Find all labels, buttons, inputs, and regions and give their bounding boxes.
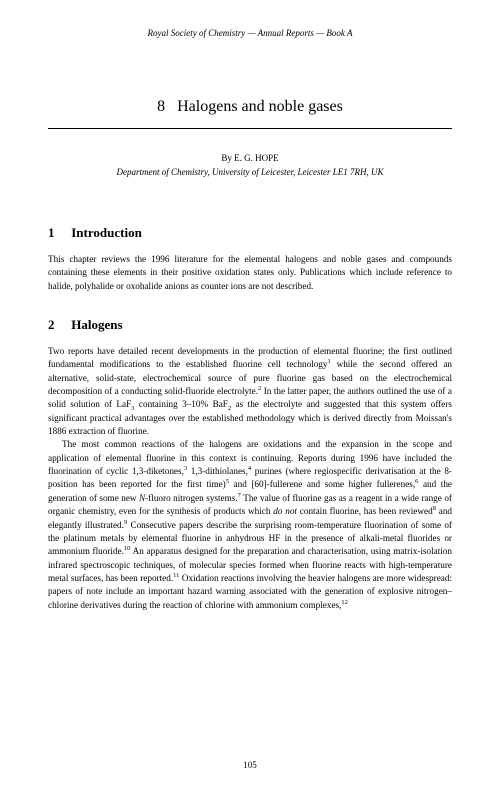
author-byline: By E. G. HOPE — [48, 153, 452, 163]
section-heading-2: 2 Halogens — [48, 317, 452, 333]
title-rule — [48, 128, 452, 129]
section-1-body: This chapter reviews the 1996 literature… — [48, 253, 452, 293]
section-title: Halogens — [71, 317, 122, 332]
halogens-para-2: The most common reactions of the halogen… — [48, 438, 452, 611]
chapter-title: 8 Halogens and noble gases — [48, 98, 452, 120]
chapter-number: 8 — [157, 98, 165, 115]
section-number: 2 — [48, 317, 68, 333]
section-number: 1 — [48, 225, 68, 241]
intro-paragraph: This chapter reviews the 1996 literature… — [48, 253, 452, 293]
chapter-title-text: Halogens and noble gases — [177, 98, 343, 115]
section-title: Introduction — [71, 225, 142, 240]
section-2-body: Two reports have detailed recent develop… — [48, 345, 452, 612]
running-header: Royal Society of Chemistry — Annual Repo… — [48, 28, 452, 38]
page-number: 105 — [0, 760, 500, 770]
author-affiliation: Department of Chemistry, University of L… — [48, 167, 452, 177]
section-heading-1: 1 Introduction — [48, 225, 452, 241]
halogens-para-1: Two reports have detailed recent develop… — [48, 345, 452, 438]
